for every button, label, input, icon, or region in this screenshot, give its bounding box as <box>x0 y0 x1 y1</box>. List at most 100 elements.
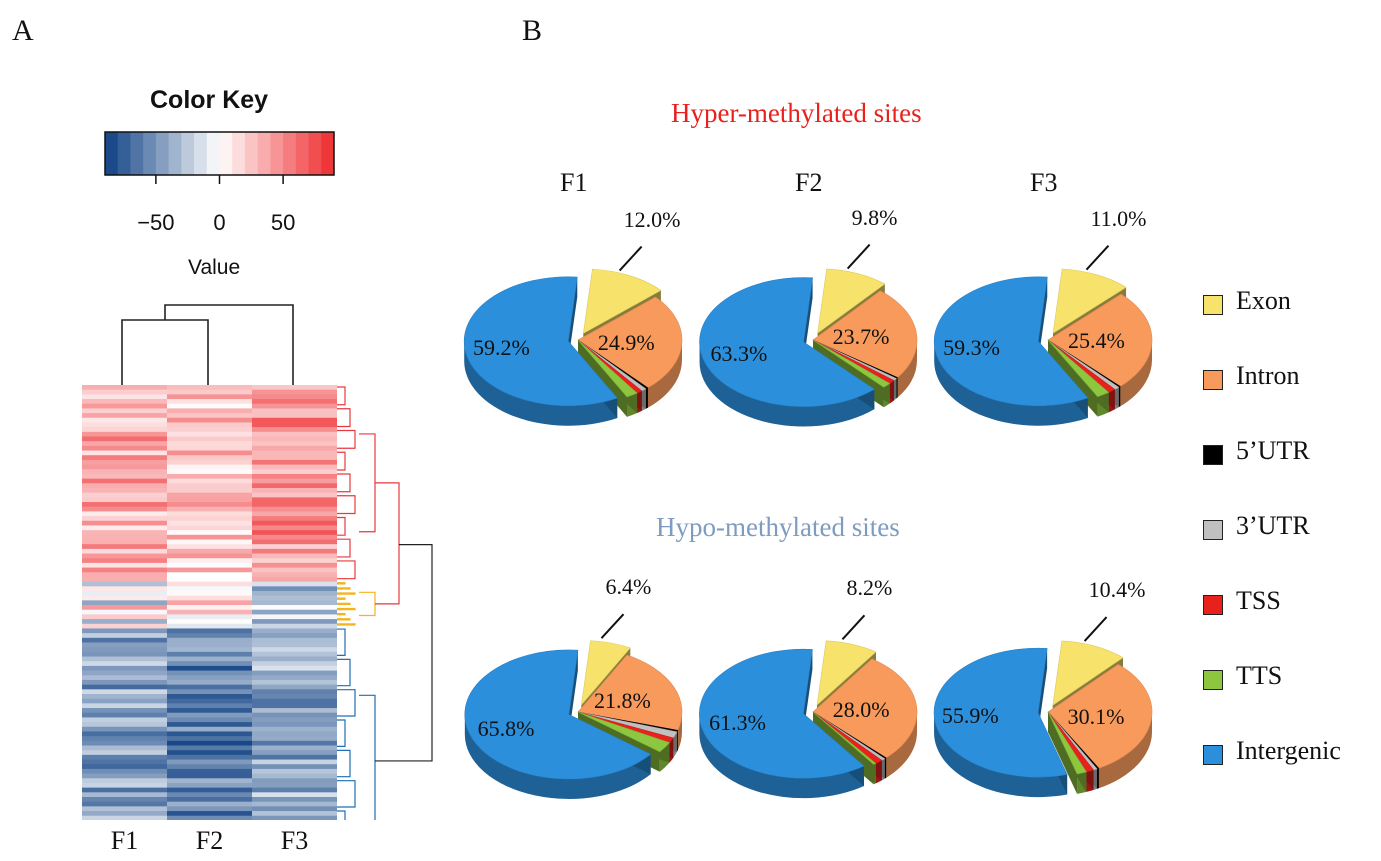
heatmap-cell <box>82 647 167 653</box>
heatmap-cell <box>167 413 252 419</box>
heatmap-cell <box>82 483 167 489</box>
heatmap-cell <box>252 389 337 395</box>
row-dendrogram-branch <box>337 719 346 747</box>
row-dendrogram-branch <box>359 694 376 820</box>
pie-column-label: F3 <box>1030 168 1058 197</box>
heatmap-cell <box>252 595 337 601</box>
heatmap-cell <box>252 797 337 803</box>
legend-label: Intergenic <box>1236 736 1341 765</box>
heatmap-cell <box>252 600 337 606</box>
heatmap-cell <box>167 665 252 672</box>
heatmap-cell <box>167 408 252 414</box>
heatmap-cell <box>252 792 337 798</box>
heatmap-cell <box>167 787 252 793</box>
heatmap-cell <box>252 520 337 527</box>
heatmap-cell <box>82 539 167 545</box>
row-dendrogram-branch <box>337 451 346 471</box>
heatmap-cell <box>252 553 337 559</box>
heatmap-cell <box>82 572 167 578</box>
exon-leader-line <box>1083 616 1108 642</box>
pie-0-F3 <box>933 244 1153 426</box>
heatmap-cell <box>167 450 252 456</box>
heatmap-cell <box>82 684 167 690</box>
heatmap-cell <box>82 694 167 700</box>
heatmap-cell <box>252 445 337 452</box>
legend-swatch <box>1203 445 1223 465</box>
row-dendrogram-branch <box>337 749 351 778</box>
heatmap-cell <box>82 754 167 761</box>
color-key-cell <box>181 132 195 175</box>
pie-slice-tts <box>812 711 877 765</box>
heatmap-cell <box>167 492 252 498</box>
heatmap-cell <box>252 558 337 564</box>
heatmap-cell <box>167 764 252 770</box>
heatmap-cell <box>82 427 167 433</box>
heatmap-cell <box>167 567 252 573</box>
heatmap-cell <box>252 441 337 447</box>
heatmap-cell <box>252 562 337 569</box>
heatmap-cell <box>252 581 337 587</box>
pie-slice-intron <box>1047 293 1153 387</box>
pie-slice-intron <box>1047 664 1153 769</box>
color-key-cell <box>143 132 157 175</box>
heatmap-cell <box>167 623 252 630</box>
heatmap-cell <box>167 745 252 751</box>
exon-percent-label: 10.4% <box>1088 577 1146 603</box>
heatmap-cell <box>167 464 252 470</box>
heatmap-column-label: F3 <box>280 826 309 855</box>
heatmap-cell <box>167 642 252 648</box>
row-dendrogram-branch <box>337 516 346 536</box>
heatmap-cell <box>82 502 167 508</box>
color-key-cell <box>105 132 119 175</box>
heatmap-cell <box>82 623 167 630</box>
heatmap-cell <box>82 534 167 541</box>
exon-percent-label: 9.8% <box>851 204 898 230</box>
pie-slice-side <box>699 342 875 427</box>
heatmap-cell <box>252 422 337 428</box>
heatmap-cell <box>167 572 252 578</box>
heatmap-cell <box>82 516 167 522</box>
heatmap-cell <box>167 473 252 480</box>
heatmap-cell <box>82 441 167 447</box>
row-dendrogram-branch <box>337 473 351 493</box>
heatmap-cell <box>252 525 337 531</box>
panel-letter-b: B <box>522 14 543 47</box>
heatmap-cell <box>252 773 337 779</box>
heatmap-cell <box>252 455 337 461</box>
heatmap-cell <box>167 628 252 634</box>
pie-slice-intergenic <box>699 648 865 779</box>
heatmap-cell <box>252 492 337 498</box>
heatmap-cell <box>82 385 167 391</box>
color-key-cell <box>232 132 246 175</box>
heatmap-cell <box>252 511 337 517</box>
legend-swatch <box>1203 595 1223 615</box>
heatmap-cell <box>167 469 252 475</box>
heatmap-cell <box>82 740 167 747</box>
heatmap-cell <box>167 759 252 765</box>
heatmap-cell <box>252 628 337 634</box>
color-key-tick-label: 50 <box>270 210 296 235</box>
pie-slice-side <box>934 712 1068 798</box>
heatmap-cell <box>167 586 252 592</box>
heatmap-cell <box>82 689 167 695</box>
heatmap-cell <box>167 548 252 555</box>
heatmap-cell <box>252 754 337 761</box>
color-key-tick-label: 0 <box>213 210 226 235</box>
heatmap-cell <box>252 609 337 616</box>
row-dendrogram-branch <box>337 582 346 585</box>
pie-slice-intron <box>812 290 918 378</box>
heatmap-cell <box>82 478 167 484</box>
heatmap-cell <box>167 651 252 658</box>
heatmap-cell <box>167 670 252 676</box>
heatmap-cell <box>82 661 167 667</box>
pie-slice-tts <box>1047 711 1087 775</box>
heatmap-cell <box>252 483 337 489</box>
heatmap-cell <box>252 745 337 751</box>
heatmap-cell <box>167 441 252 447</box>
heatmap-cell <box>82 806 167 812</box>
heatmap-cell <box>167 511 252 517</box>
heatmap-cell <box>252 811 337 817</box>
heatmap-cell <box>252 473 337 480</box>
row-dendrogram-branch <box>337 623 356 626</box>
pie-slice-side <box>886 712 917 778</box>
